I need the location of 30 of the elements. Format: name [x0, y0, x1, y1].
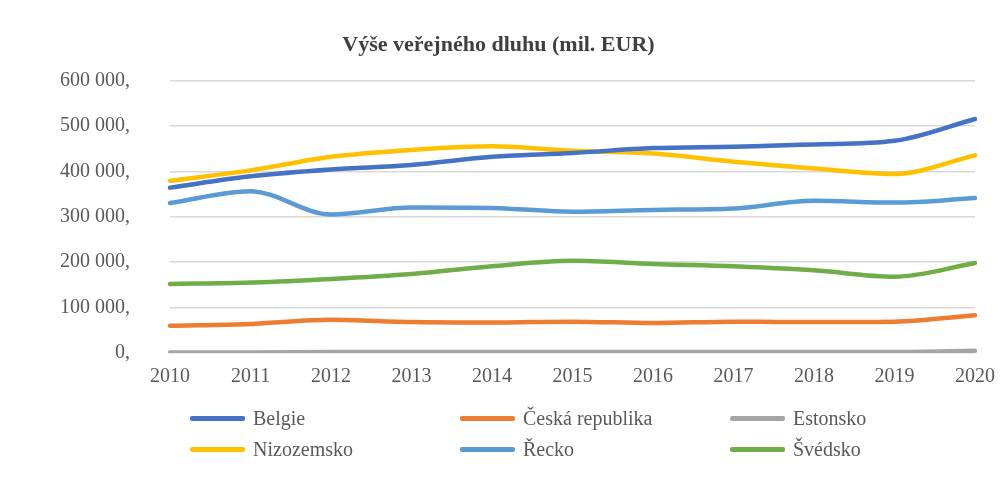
x-tick-label: 2020	[955, 364, 995, 387]
x-tick-label: 2014	[472, 364, 512, 387]
x-tick-label: 2013	[391, 364, 432, 387]
line-series	[167, 189, 978, 217]
x-tick-label: 2010	[150, 364, 190, 387]
x-tick-label: 2012	[311, 364, 351, 387]
y-tick-label: 400 000,	[60, 158, 130, 181]
x-tick-label: 2016	[633, 364, 673, 387]
legend-label: Řecko	[523, 438, 575, 461]
legend-label: Česká republika	[523, 407, 653, 430]
y-tick-label: 0,	[115, 340, 130, 363]
x-tick-label: 2019	[874, 364, 915, 387]
chart-title: Výše veřejného dluhu (mil. EUR)	[342, 30, 655, 56]
line-series	[167, 258, 978, 287]
y-tick-label: 300 000,	[60, 203, 130, 226]
legend-label: Nizozemsko	[253, 438, 353, 461]
x-tick-label: 2018	[794, 364, 834, 387]
y-tick-label: 100 000,	[60, 294, 130, 317]
x-tick-label: 2011	[230, 364, 271, 387]
y-tick-label: 600 000,	[60, 67, 130, 90]
legend-label: Belgie	[253, 407, 306, 430]
line-series	[167, 313, 978, 328]
y-tick-label: 500 000,	[60, 113, 130, 136]
x-tick-label: 2017	[713, 364, 754, 387]
y-tick-label: 200 000,	[60, 249, 130, 272]
line-series	[167, 116, 978, 190]
legend-label: Švédsko	[793, 438, 861, 461]
x-tick-label: 2015	[552, 364, 593, 387]
line-series	[167, 144, 978, 184]
legend-label: Estonsko	[793, 407, 867, 430]
